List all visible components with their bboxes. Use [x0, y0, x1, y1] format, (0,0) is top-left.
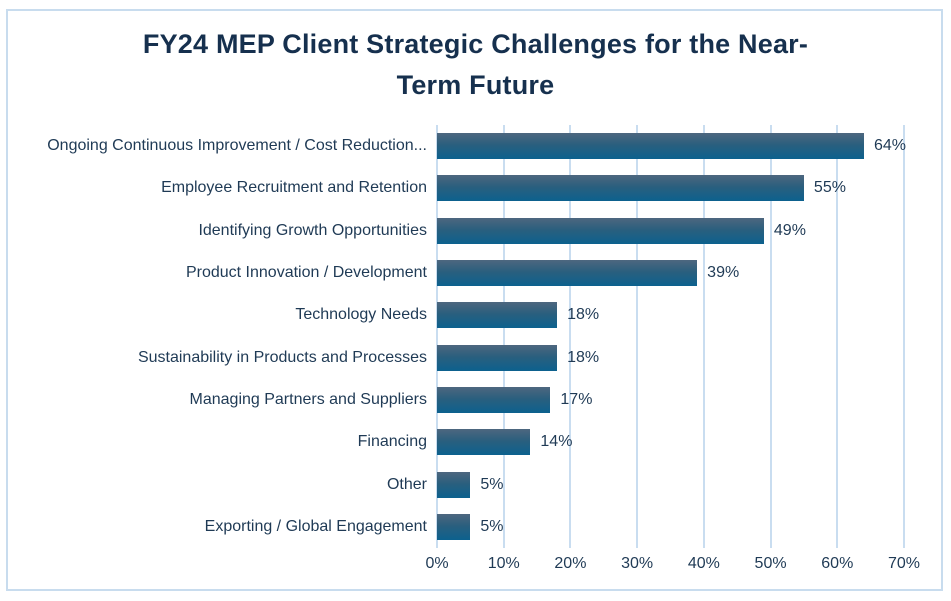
category-label: Ongoing Continuous Improvement / Cost Re… [47, 137, 427, 155]
chart-title-line2: Term Future [396, 70, 555, 100]
bar [437, 217, 764, 244]
x-tick-label: 40% [687, 555, 720, 572]
x-tick-label: 10% [487, 555, 520, 572]
chart-title: FY24 MEP Client Strategic Challenges for… [0, 24, 951, 106]
value-label: 18% [567, 348, 600, 366]
x-tick-label: 30% [621, 555, 654, 572]
value-label: 18% [567, 306, 600, 324]
value-label: 5% [480, 517, 504, 535]
bar [437, 429, 531, 456]
value-label: 55% [813, 179, 846, 197]
value-label: 64% [873, 137, 906, 155]
value-label: 17% [560, 390, 593, 408]
bar [437, 175, 804, 202]
x-tick-label: 20% [554, 555, 587, 572]
gridline [903, 125, 905, 548]
category-label: Financing [357, 433, 427, 451]
category-label: Sustainability in Products and Processes [137, 348, 427, 366]
gridline [436, 125, 438, 548]
value-label: 49% [773, 221, 806, 239]
bar [437, 471, 471, 498]
bar [437, 302, 558, 329]
gridline [636, 125, 639, 548]
value-label: 5% [480, 475, 504, 493]
gridline [769, 125, 772, 548]
x-tick-label: 50% [754, 555, 787, 572]
bar [437, 260, 698, 287]
gridline [702, 125, 705, 548]
category-label: Managing Partners and Suppliers [189, 390, 427, 408]
category-label: Technology Needs [295, 306, 427, 324]
gridline [569, 125, 572, 548]
value-label: 39% [707, 264, 740, 282]
x-tick-label: 0% [425, 555, 449, 572]
gridline [836, 125, 839, 548]
chart-frame [6, 9, 943, 591]
category-label: Product Innovation / Development [185, 264, 427, 282]
category-label: Other [386, 475, 427, 493]
category-label: Identifying Growth Opportunities [198, 221, 427, 239]
value-label: 14% [540, 433, 573, 451]
bar [437, 133, 864, 160]
bar [437, 513, 471, 540]
chart-title-line1: FY24 MEP Client Strategic Challenges for… [142, 29, 809, 59]
bar [437, 386, 551, 413]
x-tick-label: 60% [821, 555, 854, 572]
x-tick-label: 70% [887, 555, 921, 572]
category-label: Employee Recruitment and Retention [161, 179, 427, 197]
category-label: Exporting / Global Engagement [204, 517, 427, 535]
bar [437, 344, 558, 371]
gridline [502, 125, 505, 548]
